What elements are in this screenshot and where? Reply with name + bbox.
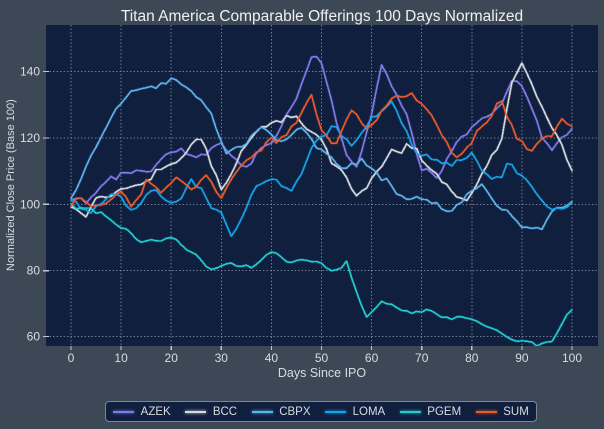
svg-text:120: 120 — [20, 131, 40, 145]
svg-text:0: 0 — [68, 351, 75, 365]
svg-text:90: 90 — [515, 351, 529, 365]
svg-text:140: 140 — [20, 65, 40, 79]
svg-text:50: 50 — [315, 351, 329, 365]
svg-text:70: 70 — [415, 351, 429, 365]
svg-text:80: 80 — [465, 351, 479, 365]
svg-text:40: 40 — [265, 351, 279, 365]
svg-text:10: 10 — [114, 351, 128, 365]
svg-text:60: 60 — [27, 330, 41, 344]
svg-text:60: 60 — [365, 351, 379, 365]
svg-text:30: 30 — [215, 351, 229, 365]
svg-text:20: 20 — [165, 351, 179, 365]
svg-text:100: 100 — [20, 197, 40, 211]
svg-text:80: 80 — [27, 264, 41, 278]
svg-text:100: 100 — [562, 351, 582, 365]
